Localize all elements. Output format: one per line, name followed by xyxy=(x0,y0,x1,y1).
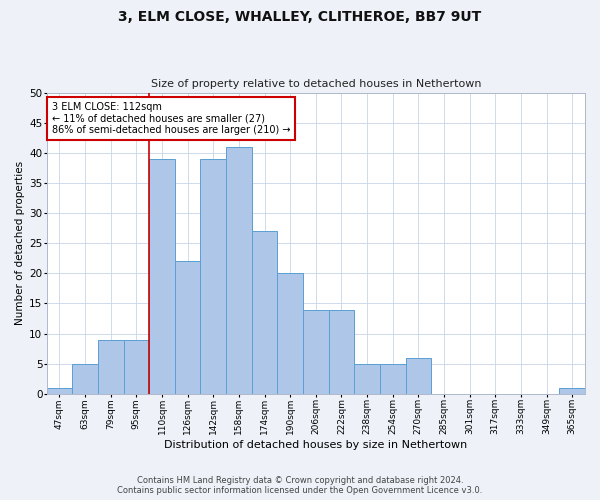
Bar xyxy=(47,388,72,394)
Text: 3, ELM CLOSE, WHALLEY, CLITHEROE, BB7 9UT: 3, ELM CLOSE, WHALLEY, CLITHEROE, BB7 9U… xyxy=(118,10,482,24)
Bar xyxy=(251,231,277,394)
Text: Contains HM Land Registry data © Crown copyright and database right 2024.
Contai: Contains HM Land Registry data © Crown c… xyxy=(118,476,482,495)
Bar xyxy=(226,147,251,394)
Bar xyxy=(329,310,354,394)
Bar xyxy=(98,340,124,394)
Bar xyxy=(124,340,149,394)
Bar xyxy=(380,364,406,394)
Bar xyxy=(406,358,431,394)
Text: 3 ELM CLOSE: 112sqm
← 11% of detached houses are smaller (27)
86% of semi-detach: 3 ELM CLOSE: 112sqm ← 11% of detached ho… xyxy=(52,102,290,135)
Bar xyxy=(559,388,585,394)
Bar xyxy=(175,262,200,394)
Title: Size of property relative to detached houses in Nethertown: Size of property relative to detached ho… xyxy=(151,79,481,89)
Bar xyxy=(149,159,175,394)
Y-axis label: Number of detached properties: Number of detached properties xyxy=(15,161,25,326)
Bar xyxy=(200,159,226,394)
Bar xyxy=(303,310,329,394)
Bar xyxy=(277,274,303,394)
Bar xyxy=(354,364,380,394)
X-axis label: Distribution of detached houses by size in Nethertown: Distribution of detached houses by size … xyxy=(164,440,467,450)
Bar xyxy=(72,364,98,394)
